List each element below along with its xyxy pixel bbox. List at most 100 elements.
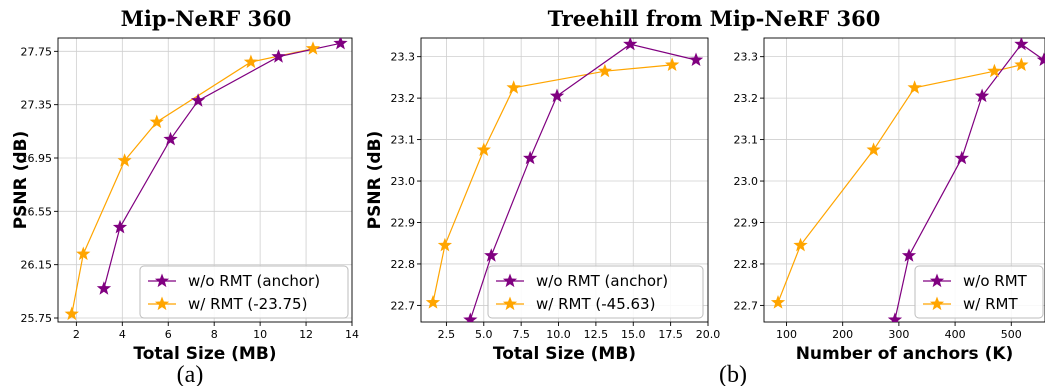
- series-group: [425, 38, 704, 322]
- legend-label: w/ RMT (-45.63): [536, 295, 655, 313]
- x-tick-label: 400: [945, 328, 966, 341]
- legend-marker: [502, 296, 518, 311]
- y-tick-label: 23.3: [734, 51, 759, 64]
- x-tick-label: 5.0: [475, 328, 493, 341]
- caption-a: (a): [177, 362, 204, 386]
- data-point-anchor: [96, 281, 112, 295]
- y-axis-label: PSNR (dB): [11, 131, 31, 230]
- y-tick-label: 27.75: [21, 45, 53, 58]
- legend-marker: [502, 273, 518, 288]
- x-tick-label: 200: [832, 328, 853, 341]
- y-tick-label: 26.55: [21, 205, 53, 218]
- data-point-rmt: [76, 246, 91, 261]
- y-tick-label: 23.2: [734, 92, 759, 105]
- x-tick-label: 12.5: [584, 328, 609, 341]
- legend-label: w/o RMT (anchor): [536, 272, 668, 290]
- y-axis-label: PSNR (dB): [365, 131, 385, 230]
- legend: w/o RMT (anchor) w/ RMT (-23.75): [139, 265, 349, 319]
- data-point-rmt: [149, 114, 164, 129]
- y-tick-label: 22.8: [391, 258, 416, 271]
- caption-b: (b): [719, 362, 747, 386]
- legend-label: w/o RMT (anchor): [188, 272, 320, 290]
- legend: w/o RMT (anchor) w/ RMT (-45.63): [487, 265, 704, 319]
- x-tick-label: 2.5: [438, 328, 456, 341]
- data-point-anchor: [901, 248, 917, 262]
- data-point-rmt: [476, 142, 491, 156]
- plot-frame: [57, 37, 353, 323]
- y-tick-label: 26.15: [21, 259, 53, 272]
- x-axis-label: Total Size (MB): [133, 344, 276, 364]
- series-group: [64, 38, 348, 321]
- data-point-rmt: [305, 41, 321, 55]
- data-point-rmt: [425, 295, 441, 309]
- data-point-anchor: [333, 38, 348, 50]
- y-tick-label: 23.2: [391, 92, 416, 105]
- data-point-anchor: [463, 312, 478, 322]
- series-line-anchor: [894, 43, 1045, 321]
- series-line-anchor: [469, 43, 697, 321]
- legend: w/o RMT w/ RMT: [914, 265, 1044, 319]
- data-point-anchor: [271, 49, 286, 63]
- legend-label: w/o RMT: [963, 272, 1028, 290]
- data-point-anchor: [484, 248, 499, 262]
- series-group: [770, 38, 1045, 322]
- data-point-rmt: [506, 80, 521, 94]
- data-point-anchor: [1036, 52, 1045, 66]
- legend-label: w/ RMT (-23.75): [188, 295, 307, 313]
- y-tick-label: 23.1: [734, 134, 759, 147]
- data-point-rmt: [64, 306, 79, 321]
- x-tick-label: 500: [1001, 328, 1022, 341]
- x-tick-label: 10.0: [546, 328, 571, 341]
- y-tick-label: 23.3: [391, 51, 416, 64]
- x-tick-label: 4: [119, 328, 126, 341]
- y-tick-label: 23.0: [734, 175, 759, 188]
- data-point-rmt: [597, 63, 612, 78]
- legend-box: [487, 265, 704, 319]
- y-tick-label: 22.7: [391, 299, 416, 312]
- y-tick-label: 25.75: [21, 312, 53, 325]
- legend-box: [914, 265, 1044, 319]
- x-tick-label: 8: [211, 328, 218, 341]
- data-point-rmt: [117, 153, 132, 167]
- y-tick-label: 22.8: [734, 258, 759, 271]
- x-axis-label: Total Size (MB): [493, 344, 636, 364]
- legend-marker: [154, 296, 170, 311]
- data-point-rmt: [243, 54, 259, 69]
- data-point-anchor: [1014, 38, 1029, 51]
- x-tick-label: 17.5: [658, 328, 683, 341]
- y-tick-label: 27.35: [21, 99, 53, 112]
- x-tick-label: 2: [73, 328, 80, 341]
- x-tick-label: 7.5: [512, 328, 530, 341]
- data-point-anchor: [163, 131, 178, 146]
- x-tick-label: 14: [345, 328, 359, 341]
- data-point-rmt: [1014, 57, 1029, 71]
- data-point-anchor: [112, 219, 128, 234]
- plot-frame: [420, 37, 709, 323]
- data-point-anchor: [523, 150, 538, 165]
- left-title: Mip-NeRF 360: [121, 6, 292, 31]
- data-point-anchor: [549, 88, 565, 103]
- y-tick-label: 22.7: [734, 299, 759, 312]
- x-tick-label: 12: [299, 328, 313, 341]
- data-point-anchor: [623, 38, 638, 51]
- data-point-rmt: [866, 142, 881, 156]
- data-point-anchor: [954, 150, 969, 165]
- data-point-rmt: [665, 57, 680, 71]
- data-point-rmt: [987, 63, 1002, 78]
- x-tick-label: 15.0: [621, 328, 646, 341]
- data-point-anchor: [887, 312, 903, 322]
- x-tick-label: 300: [888, 328, 909, 341]
- legend-marker: [929, 273, 945, 288]
- data-point-rmt: [793, 237, 808, 252]
- series-line-rmt: [432, 64, 673, 303]
- y-tick-label: 22.9: [391, 216, 416, 229]
- data-point-anchor: [688, 52, 704, 66]
- plot-frame: [763, 37, 1045, 323]
- legend-marker: [929, 296, 945, 311]
- x-tick-label: 10: [253, 328, 267, 341]
- y-tick-label: 26.95: [21, 152, 53, 165]
- data-point-anchor: [191, 93, 206, 107]
- series-line-rmt: [71, 48, 314, 315]
- series-line-anchor: [103, 42, 341, 289]
